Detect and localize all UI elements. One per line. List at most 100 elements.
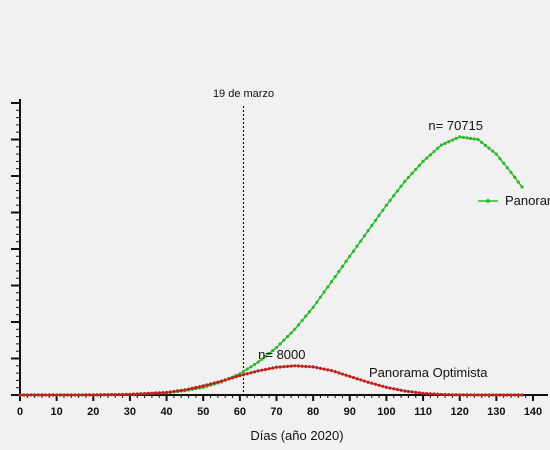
series-point bbox=[179, 388, 183, 393]
series-point bbox=[366, 229, 370, 233]
series-point bbox=[344, 259, 348, 264]
series-point bbox=[241, 373, 246, 377]
x-tick-label: 140 bbox=[524, 406, 542, 418]
x-tick-label: 130 bbox=[487, 406, 505, 418]
series-point bbox=[135, 392, 139, 396]
series-point bbox=[113, 392, 117, 397]
series-point bbox=[355, 244, 359, 248]
series-point bbox=[388, 198, 392, 203]
series-point bbox=[370, 381, 374, 385]
series-point bbox=[315, 366, 319, 370]
series-group bbox=[18, 135, 524, 397]
x-tick-label: 30 bbox=[124, 406, 136, 418]
series-point bbox=[410, 171, 414, 176]
series-point bbox=[381, 208, 385, 212]
series-point bbox=[142, 391, 147, 396]
series-point bbox=[175, 389, 180, 393]
series-point bbox=[102, 393, 106, 397]
series-point bbox=[509, 393, 513, 397]
series-point bbox=[406, 389, 411, 394]
series-point bbox=[377, 383, 381, 387]
series-point bbox=[106, 393, 110, 397]
x-tick-label: 40 bbox=[160, 406, 172, 418]
series-point bbox=[18, 393, 22, 397]
series-point bbox=[454, 136, 458, 141]
series-point bbox=[326, 368, 330, 372]
series-point bbox=[271, 348, 275, 353]
series-point bbox=[414, 167, 418, 172]
series-point bbox=[351, 249, 356, 253]
series-point bbox=[282, 365, 286, 369]
series-point bbox=[84, 393, 88, 397]
series-point bbox=[436, 146, 440, 150]
series-point bbox=[311, 305, 315, 309]
series-point bbox=[333, 275, 337, 279]
series-point bbox=[110, 393, 114, 397]
series-point bbox=[340, 264, 345, 269]
x-tick-label: 0 bbox=[17, 406, 23, 418]
series-point bbox=[403, 179, 407, 184]
legend-label: Panorama bbox=[505, 193, 550, 208]
series-point bbox=[417, 163, 422, 168]
series-point bbox=[395, 189, 400, 193]
axes: 0 10 20 30 40 50 60 70 80 90 100 110 120 130 140 Días (… bbox=[11, 99, 548, 443]
series-point bbox=[51, 393, 55, 397]
x-tick-label: 90 bbox=[344, 406, 356, 418]
legend-swatch-marker bbox=[486, 199, 490, 203]
series-point bbox=[436, 392, 440, 396]
series-point bbox=[366, 380, 370, 384]
series-point bbox=[498, 393, 502, 397]
series-point bbox=[476, 137, 480, 142]
series-point bbox=[36, 393, 40, 397]
series-label: Panorama Optimista bbox=[369, 365, 488, 380]
series-point bbox=[252, 370, 257, 374]
series-point bbox=[238, 374, 242, 378]
series-point bbox=[362, 234, 367, 238]
series-point bbox=[77, 393, 81, 397]
series-point bbox=[465, 393, 469, 397]
series-point bbox=[150, 391, 154, 395]
series-point bbox=[373, 382, 378, 386]
series-point bbox=[285, 364, 290, 368]
series-point bbox=[124, 392, 128, 396]
series-point bbox=[278, 365, 282, 369]
series-point bbox=[80, 393, 84, 397]
series-point bbox=[190, 386, 194, 390]
series-point bbox=[425, 391, 429, 396]
series-point bbox=[274, 365, 279, 369]
series-point bbox=[458, 393, 462, 397]
series-point bbox=[322, 290, 326, 294]
series-point bbox=[362, 379, 367, 383]
series-point bbox=[274, 345, 279, 350]
series-point bbox=[480, 140, 484, 145]
series-point bbox=[271, 366, 275, 370]
series-point bbox=[139, 392, 143, 396]
series-point bbox=[505, 166, 509, 170]
series-point bbox=[289, 364, 293, 368]
series-point bbox=[505, 393, 509, 397]
series-point bbox=[443, 392, 447, 397]
series-point bbox=[472, 137, 476, 141]
series-point bbox=[483, 143, 487, 147]
series-point bbox=[370, 224, 374, 228]
series-point bbox=[340, 372, 345, 376]
series-point bbox=[245, 367, 249, 371]
series-point bbox=[296, 323, 301, 327]
series-point bbox=[516, 393, 520, 397]
series-point bbox=[421, 391, 425, 395]
reference-line-group: 19 de marzo bbox=[213, 88, 274, 395]
series-point bbox=[300, 364, 304, 368]
series-point bbox=[491, 149, 495, 153]
series-point bbox=[307, 310, 312, 314]
series-point bbox=[249, 371, 253, 375]
series-point bbox=[425, 156, 429, 160]
series-point bbox=[208, 382, 213, 386]
series-point bbox=[487, 393, 491, 397]
series-point bbox=[249, 365, 253, 369]
series-point bbox=[509, 170, 513, 174]
series-point bbox=[161, 391, 165, 395]
series-point bbox=[146, 391, 150, 395]
series-point bbox=[241, 369, 246, 374]
series-point bbox=[450, 138, 454, 142]
series-point bbox=[337, 371, 341, 375]
